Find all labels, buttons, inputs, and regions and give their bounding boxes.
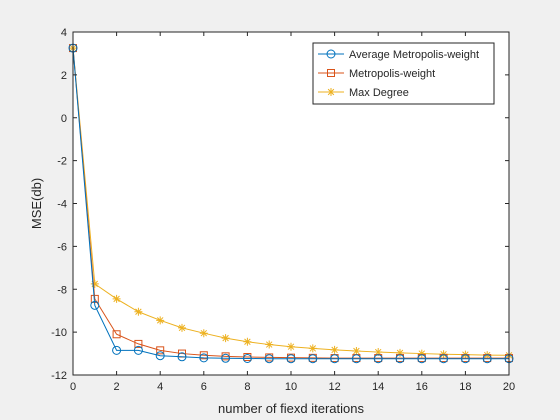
data-point — [308, 354, 318, 364]
data-point — [221, 334, 230, 343]
legend-label: Average Metropolis-weight — [349, 49, 479, 61]
data-point — [242, 353, 252, 363]
data-point — [243, 337, 252, 346]
data-point — [374, 348, 383, 357]
x-tick-label: 4 — [157, 381, 163, 393]
data-point — [352, 346, 361, 355]
data-point — [286, 354, 296, 364]
data-point — [308, 344, 317, 353]
data-point — [264, 354, 274, 364]
series-average-metropolis-weight — [68, 43, 514, 364]
legend-label: Metropolis-weight — [349, 68, 435, 80]
data-point — [265, 340, 274, 349]
data-point — [134, 339, 143, 348]
data-point — [90, 300, 100, 310]
data-point — [330, 345, 339, 354]
series-line — [72, 48, 509, 359]
x-tick-label: 2 — [114, 381, 120, 393]
data-point — [199, 353, 209, 363]
x-tick-label: 16 — [416, 381, 428, 393]
series-line — [72, 48, 509, 360]
data-point — [177, 352, 187, 362]
y-tick-label: -12 — [51, 370, 67, 382]
data-point — [482, 354, 492, 364]
y-tick-label: -8 — [57, 284, 67, 296]
data-point — [417, 354, 427, 364]
y-axis-label: MSE(db) — [29, 178, 44, 229]
legend-marker — [326, 49, 336, 59]
data-point — [396, 348, 404, 357]
y-tick-label: -10 — [51, 327, 67, 339]
data-point — [155, 351, 165, 361]
x-tick-label: 14 — [372, 381, 384, 393]
x-tick-label: 20 — [503, 381, 515, 393]
y-tick-label: -6 — [57, 241, 67, 253]
data-point — [351, 354, 361, 364]
data-point — [178, 323, 186, 332]
x-tick-label: 8 — [244, 381, 250, 393]
legend-marker — [327, 69, 335, 77]
x-tick-label: 6 — [201, 381, 207, 393]
x-tick-label: 10 — [285, 381, 297, 393]
data-point — [460, 354, 470, 364]
legend: Average Metropolis-weight Metropolis-weig… — [312, 42, 495, 105]
data-point — [330, 354, 340, 364]
y-tick-label: -2 — [57, 156, 67, 168]
data-point — [134, 307, 143, 316]
legend-marker — [327, 88, 335, 96]
data-point — [439, 354, 449, 364]
data-point — [90, 279, 99, 288]
data-point — [199, 329, 208, 338]
data-point — [221, 353, 231, 363]
x-axis-label: number of fiexd iterations — [218, 401, 364, 416]
plot-frame — [72, 31, 510, 376]
x-tick-label: 0 — [70, 381, 76, 393]
data-point — [417, 349, 426, 358]
data-point — [373, 354, 383, 364]
data-point — [112, 345, 122, 355]
y-tick-label: -4 — [57, 199, 67, 211]
data-point — [112, 330, 121, 339]
data-point — [133, 345, 143, 355]
data-point — [156, 316, 165, 325]
y-tick-label: 2 — [61, 70, 67, 82]
data-point — [395, 354, 405, 364]
data-point — [156, 346, 165, 355]
x-tick-label: 18 — [459, 381, 471, 393]
x-tick-label: 12 — [328, 381, 340, 393]
y-tick-label: 4 — [61, 27, 67, 39]
legend-label: Max Degree — [349, 87, 409, 99]
y-tick-label: 0 — [61, 113, 67, 125]
data-point — [112, 294, 121, 303]
data-point — [287, 342, 295, 351]
